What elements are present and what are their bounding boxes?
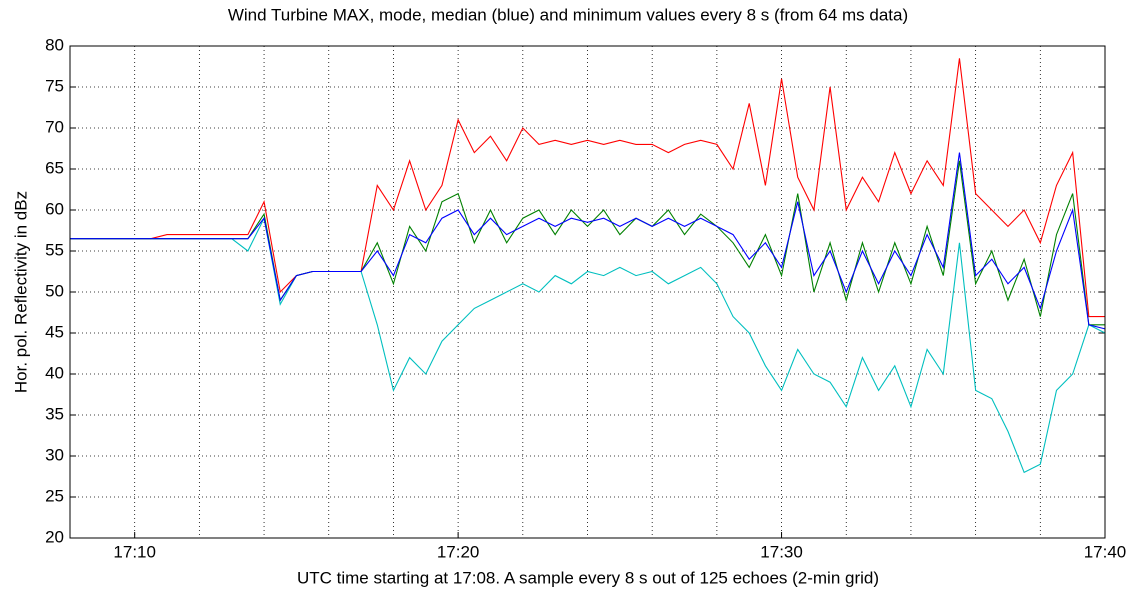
y-tick-label: 80 bbox=[45, 35, 64, 54]
series-line bbox=[70, 58, 1105, 318]
y-tick-label: 55 bbox=[45, 240, 64, 259]
y-tick-label: 50 bbox=[45, 281, 64, 300]
x-tick-label: 17:10 bbox=[113, 542, 156, 561]
y-axis-label: Hor. pol. Reflectivity in dBz bbox=[11, 191, 30, 393]
series-line bbox=[70, 152, 1106, 330]
x-tick-label: 17:40 bbox=[1084, 542, 1127, 561]
x-tick-label: 17:20 bbox=[437, 542, 480, 561]
x-tick-label: 17:30 bbox=[760, 542, 803, 561]
y-tick-label: 65 bbox=[45, 158, 64, 177]
x-axis-label: UTC time starting at 17:08. A sample eve… bbox=[297, 568, 879, 587]
y-tick-label: 40 bbox=[45, 363, 64, 382]
y-tick-label: 75 bbox=[45, 76, 64, 95]
y-tick-label: 60 bbox=[45, 199, 64, 218]
y-tick-label: 45 bbox=[45, 322, 64, 341]
y-tick-label: 70 bbox=[45, 117, 64, 136]
y-tick-label: 30 bbox=[45, 445, 64, 464]
series-line bbox=[70, 216, 1106, 474]
y-tick-label: 35 bbox=[45, 404, 64, 423]
y-tick-label: 25 bbox=[45, 486, 64, 505]
plot-frame bbox=[69, 45, 1106, 539]
y-tick-label: 20 bbox=[45, 527, 64, 546]
chart-title: Wind Turbine MAX, mode, median (blue) an… bbox=[228, 5, 908, 24]
